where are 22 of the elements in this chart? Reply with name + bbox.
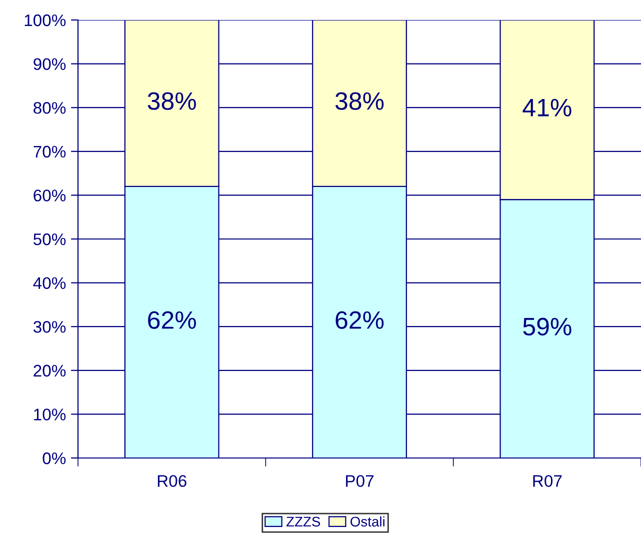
x-tick-label: R06 [158,475,186,487]
data-label: 62% [336,311,384,329]
data-label: 62% [148,311,196,329]
x-tick-label: P07 [346,475,374,487]
data-label: 38% [148,92,196,110]
y-tick-label: 40% [33,277,66,290]
x-tick-label: R07 [533,475,562,487]
y-tick-label: 10% [34,408,66,420]
y-tick-label: 30% [33,321,66,333]
y-tick-label: 50% [34,233,66,246]
y-tick-label: 80% [34,102,66,114]
data-label: 41% [522,98,572,116]
y-tick-label: 100% [24,14,66,26]
legend-label: ZZZS [286,516,320,527]
data-label: 38% [335,92,384,110]
y-tick-label: 60% [34,190,66,202]
legend-label: Ostali [350,516,384,527]
data-label: 59% [523,318,572,336]
y-tick-label: 70% [34,146,66,158]
y-tick-label: 20% [34,364,66,377]
y-tick-label: 90% [34,58,66,70]
y-tick-label: 0% [42,452,66,464]
